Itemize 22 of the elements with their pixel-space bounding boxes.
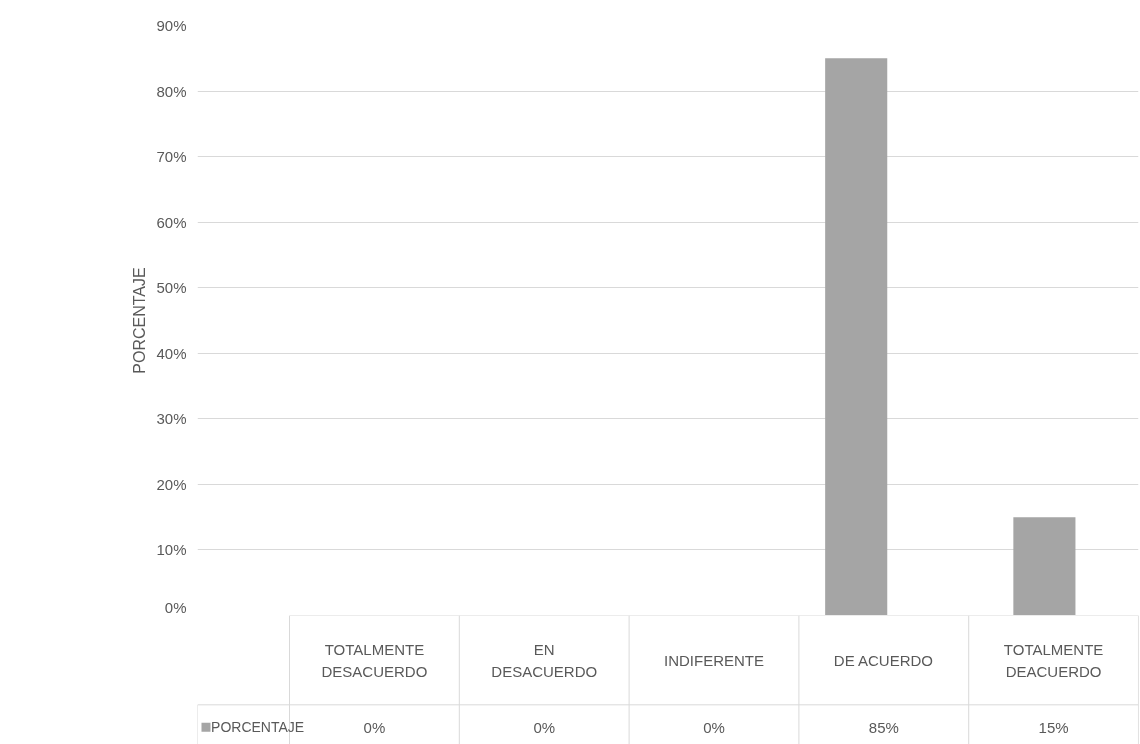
data-label: 85% (868, 718, 899, 736)
y-tick-label: 90% (156, 17, 187, 34)
data-label: 0% (533, 718, 556, 736)
y-tick-label: 70% (156, 148, 187, 166)
y-tick-label: 20% (156, 475, 187, 493)
x-tick-label: TOTALMENTE DEACUERDO (1003, 640, 1104, 680)
y-tick-label: 60% (156, 213, 187, 231)
data-label: 0% (703, 718, 725, 736)
y-tick-label: 40% (156, 344, 187, 362)
data-label: 15% (1038, 718, 1069, 736)
legend-label: PORCENTAJE (211, 719, 305, 736)
x-tick-label: DE ACUERDO (833, 651, 933, 669)
x-tick-label: EN DESACUERDO (491, 640, 598, 680)
y-tick-label: 50% (156, 279, 187, 297)
y-axis-title: PORCENTAJE (131, 267, 149, 374)
data-label: 0% (363, 718, 386, 736)
y-tick-label: 80% (156, 82, 187, 100)
y-tick-label: 0% (164, 598, 187, 616)
y-tick-label: 30% (156, 410, 187, 428)
x-tick-label: INDIFERENTE (664, 651, 765, 669)
y-tick-label: 10% (156, 541, 187, 559)
x-tick-label: TOTALMENTE DESACUERDO (321, 640, 428, 680)
